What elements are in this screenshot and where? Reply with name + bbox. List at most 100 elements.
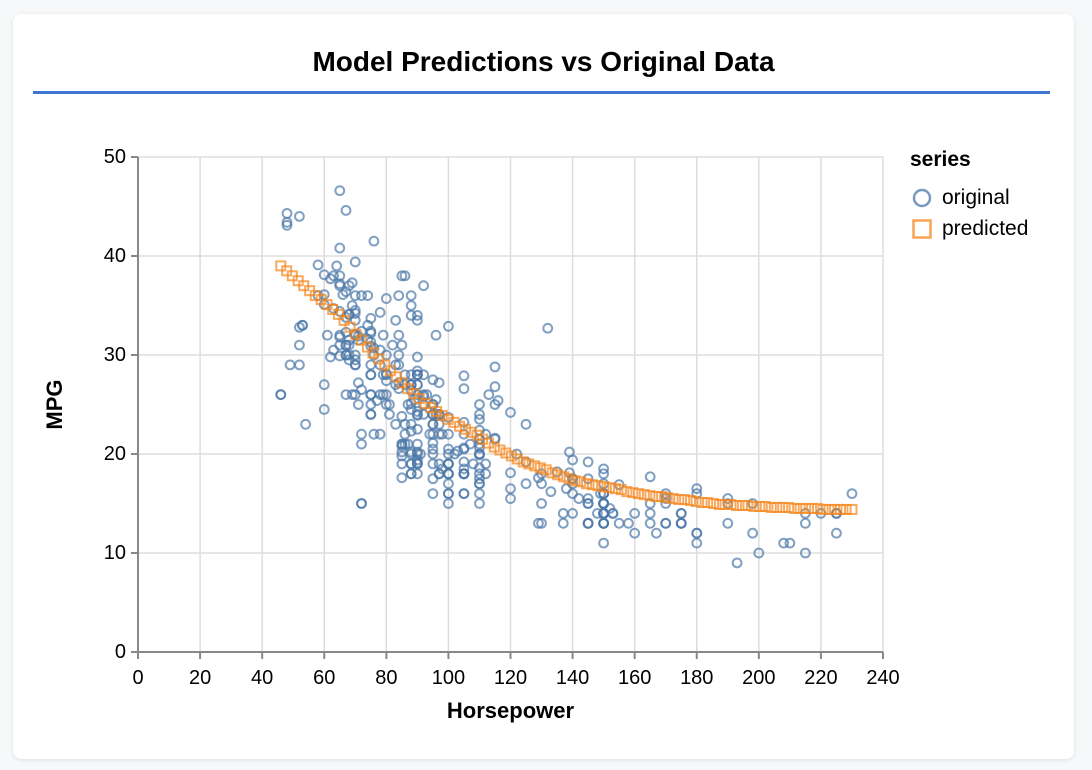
predicted-point: [338, 314, 350, 326]
predicted-point: [713, 498, 725, 510]
original-point: [411, 379, 423, 391]
legend: series original predicted: [910, 148, 1028, 244]
predicted-point: [812, 502, 824, 514]
predicted-point: [800, 502, 812, 514]
original-point: [411, 369, 423, 381]
original-point: [352, 377, 364, 389]
original-point: [443, 498, 454, 509]
original-point: [340, 389, 352, 401]
predicted-point: [685, 495, 697, 507]
original-point: [483, 389, 495, 401]
legend-item-original[interactable]: original: [910, 182, 1028, 213]
original-point: [598, 537, 610, 549]
predicted-point: [373, 353, 385, 365]
original-point: [458, 463, 470, 475]
original-point: [427, 374, 439, 386]
original-point: [747, 527, 759, 539]
original-point: [368, 235, 380, 247]
original-point: [377, 329, 389, 341]
original-point: [427, 448, 439, 460]
original-point: [474, 473, 485, 485]
original-point: [405, 385, 417, 397]
predicted-point: [696, 497, 708, 509]
original-point: [396, 339, 408, 351]
original-point: [831, 527, 842, 539]
original-point: [582, 456, 594, 468]
original-point: [390, 314, 402, 326]
original-point: [427, 437, 439, 449]
predicted-point: [621, 486, 633, 498]
predicted-point: [702, 497, 714, 509]
predicted-point: [558, 471, 570, 483]
original-point: [405, 310, 417, 321]
original-point: [294, 321, 305, 333]
original-point: [393, 349, 405, 361]
x-tick-label: 140: [556, 667, 589, 689]
original-point: [458, 442, 470, 454]
original-point: [349, 290, 361, 302]
y-tick-label: 40: [104, 245, 126, 267]
predicted-point: [759, 500, 771, 512]
legend-item-predicted[interactable]: predicted: [910, 213, 1028, 244]
original-point: [492, 395, 504, 406]
original-point: [396, 450, 408, 462]
predicted-point: [529, 460, 541, 472]
predicted-point: [730, 499, 742, 511]
original-point: [846, 488, 858, 500]
predicted-point: [586, 479, 598, 491]
original-point: [411, 351, 423, 363]
predicted-point: [598, 481, 610, 493]
predicted-point: [719, 498, 731, 510]
original-point: [365, 369, 377, 381]
original-point: [334, 350, 346, 362]
predicted-point: [829, 503, 841, 515]
original-point: [294, 211, 305, 222]
original-point: [352, 399, 364, 410]
original-point: [598, 463, 610, 475]
original-point: [458, 468, 470, 480]
legend-label-predicted: predicted: [942, 216, 1029, 240]
original-point: [675, 517, 687, 529]
predicted-point: [771, 501, 783, 513]
original-point: [411, 446, 423, 458]
predicted-point: [563, 473, 575, 485]
x-tick-label: 100: [432, 667, 465, 689]
predicted-point: [379, 359, 391, 371]
original-point: [799, 547, 811, 559]
original-point: [430, 329, 442, 341]
predicted-point: [834, 503, 846, 515]
predicted-point: [384, 365, 396, 377]
predicted-point: [794, 502, 806, 514]
original-point: [629, 527, 641, 539]
predicted-point: [552, 469, 564, 481]
original-point: [458, 370, 470, 382]
predicted-point: [604, 482, 616, 494]
original-point: [557, 517, 569, 529]
predicted-point: [523, 458, 535, 470]
predicted-point: [592, 480, 604, 492]
original-point: [545, 486, 557, 498]
original-point: [474, 498, 485, 509]
x-tick-label: 40: [251, 667, 273, 689]
original-point: [474, 462, 485, 474]
y-tick-label: 10: [104, 542, 126, 564]
predicted-point: [650, 491, 662, 503]
original-point: [393, 359, 405, 371]
original-point: [346, 389, 358, 401]
original-point: [613, 517, 625, 529]
original-point: [675, 508, 687, 519]
original-point: [560, 483, 572, 495]
original-point: [536, 498, 547, 509]
original-point: [393, 329, 405, 341]
original-point: [281, 208, 293, 219]
original-point: [328, 270, 339, 282]
original-point: [753, 547, 765, 559]
original-point: [623, 517, 634, 529]
original-point: [644, 508, 656, 519]
predicted-point: [661, 492, 673, 504]
predicted-point: [788, 502, 800, 514]
original-point: [312, 259, 324, 271]
predicted-point: [708, 498, 720, 509]
predicted-point: [390, 371, 402, 383]
